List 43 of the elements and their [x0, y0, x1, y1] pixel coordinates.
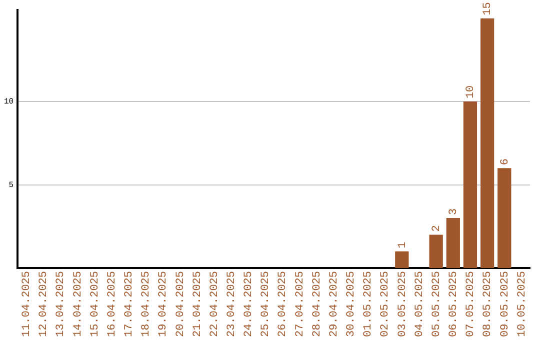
y-tick-label: 5 — [8, 180, 14, 190]
x-tick-label: 26.04.2025 — [277, 270, 290, 338]
x-tick-label: 10.05.2025 — [516, 270, 528, 338]
x-tick-label: 17.04.2025 — [124, 270, 136, 338]
x-tick-label: 21.04.2025 — [192, 270, 204, 338]
bar — [429, 234, 443, 268]
x-tick-label: 09.05.2025 — [499, 270, 512, 338]
x-tick-label: 05.05.2025 — [430, 270, 443, 338]
x-tick-label: 19.04.2025 — [158, 270, 170, 338]
data-label: 3 — [448, 208, 460, 216]
x-tick-label: 04.05.2025 — [414, 270, 426, 338]
data-label: 15 — [482, 2, 494, 16]
x-tick-label: 14.04.2025 — [72, 270, 84, 338]
x-tick-label: 11.04.2025 — [21, 270, 34, 338]
x-tick-label: 01.05.2025 — [362, 270, 375, 338]
data-label: 1 — [396, 241, 409, 248]
x-tick-label: 28.04.2025 — [311, 270, 324, 338]
x-tick-label: 18.04.2025 — [140, 270, 153, 338]
data-label: 6 — [499, 158, 512, 166]
bar — [463, 102, 478, 268]
x-tick-label: 30.04.2025 — [346, 270, 358, 338]
x-tick-label: 20.04.2025 — [174, 270, 187, 338]
x-tick-label: 16.04.2025 — [106, 270, 118, 338]
data-label: 10 — [465, 85, 478, 99]
bar — [498, 168, 512, 268]
x-tick-label: 27.04.2025 — [294, 270, 306, 338]
x-tick-label: 25.04.2025 — [260, 270, 272, 338]
x-tick-label: 02.05.2025 — [380, 270, 392, 338]
x-tick-label: 24.04.2025 — [243, 270, 256, 338]
x-tick-label: 13.04.2025 — [55, 270, 68, 338]
x-tick-label: 06.05.2025 — [448, 270, 460, 338]
bar — [395, 251, 409, 268]
x-tick-label: 23.04.2025 — [226, 270, 238, 338]
x-tick-label: 07.05.2025 — [465, 270, 478, 338]
x-tick-label: 03.05.2025 — [396, 270, 409, 338]
bar — [480, 18, 494, 268]
bar — [446, 218, 460, 268]
x-tick-label: 29.04.2025 — [328, 270, 340, 338]
data-label: 2 — [430, 225, 443, 232]
x-tick-label: 12.04.2025 — [38, 270, 50, 338]
x-tick-label: 15.04.2025 — [89, 270, 102, 338]
x-tick-label: 22.04.2025 — [208, 270, 221, 338]
x-tick-label: 08.05.2025 — [482, 270, 494, 338]
